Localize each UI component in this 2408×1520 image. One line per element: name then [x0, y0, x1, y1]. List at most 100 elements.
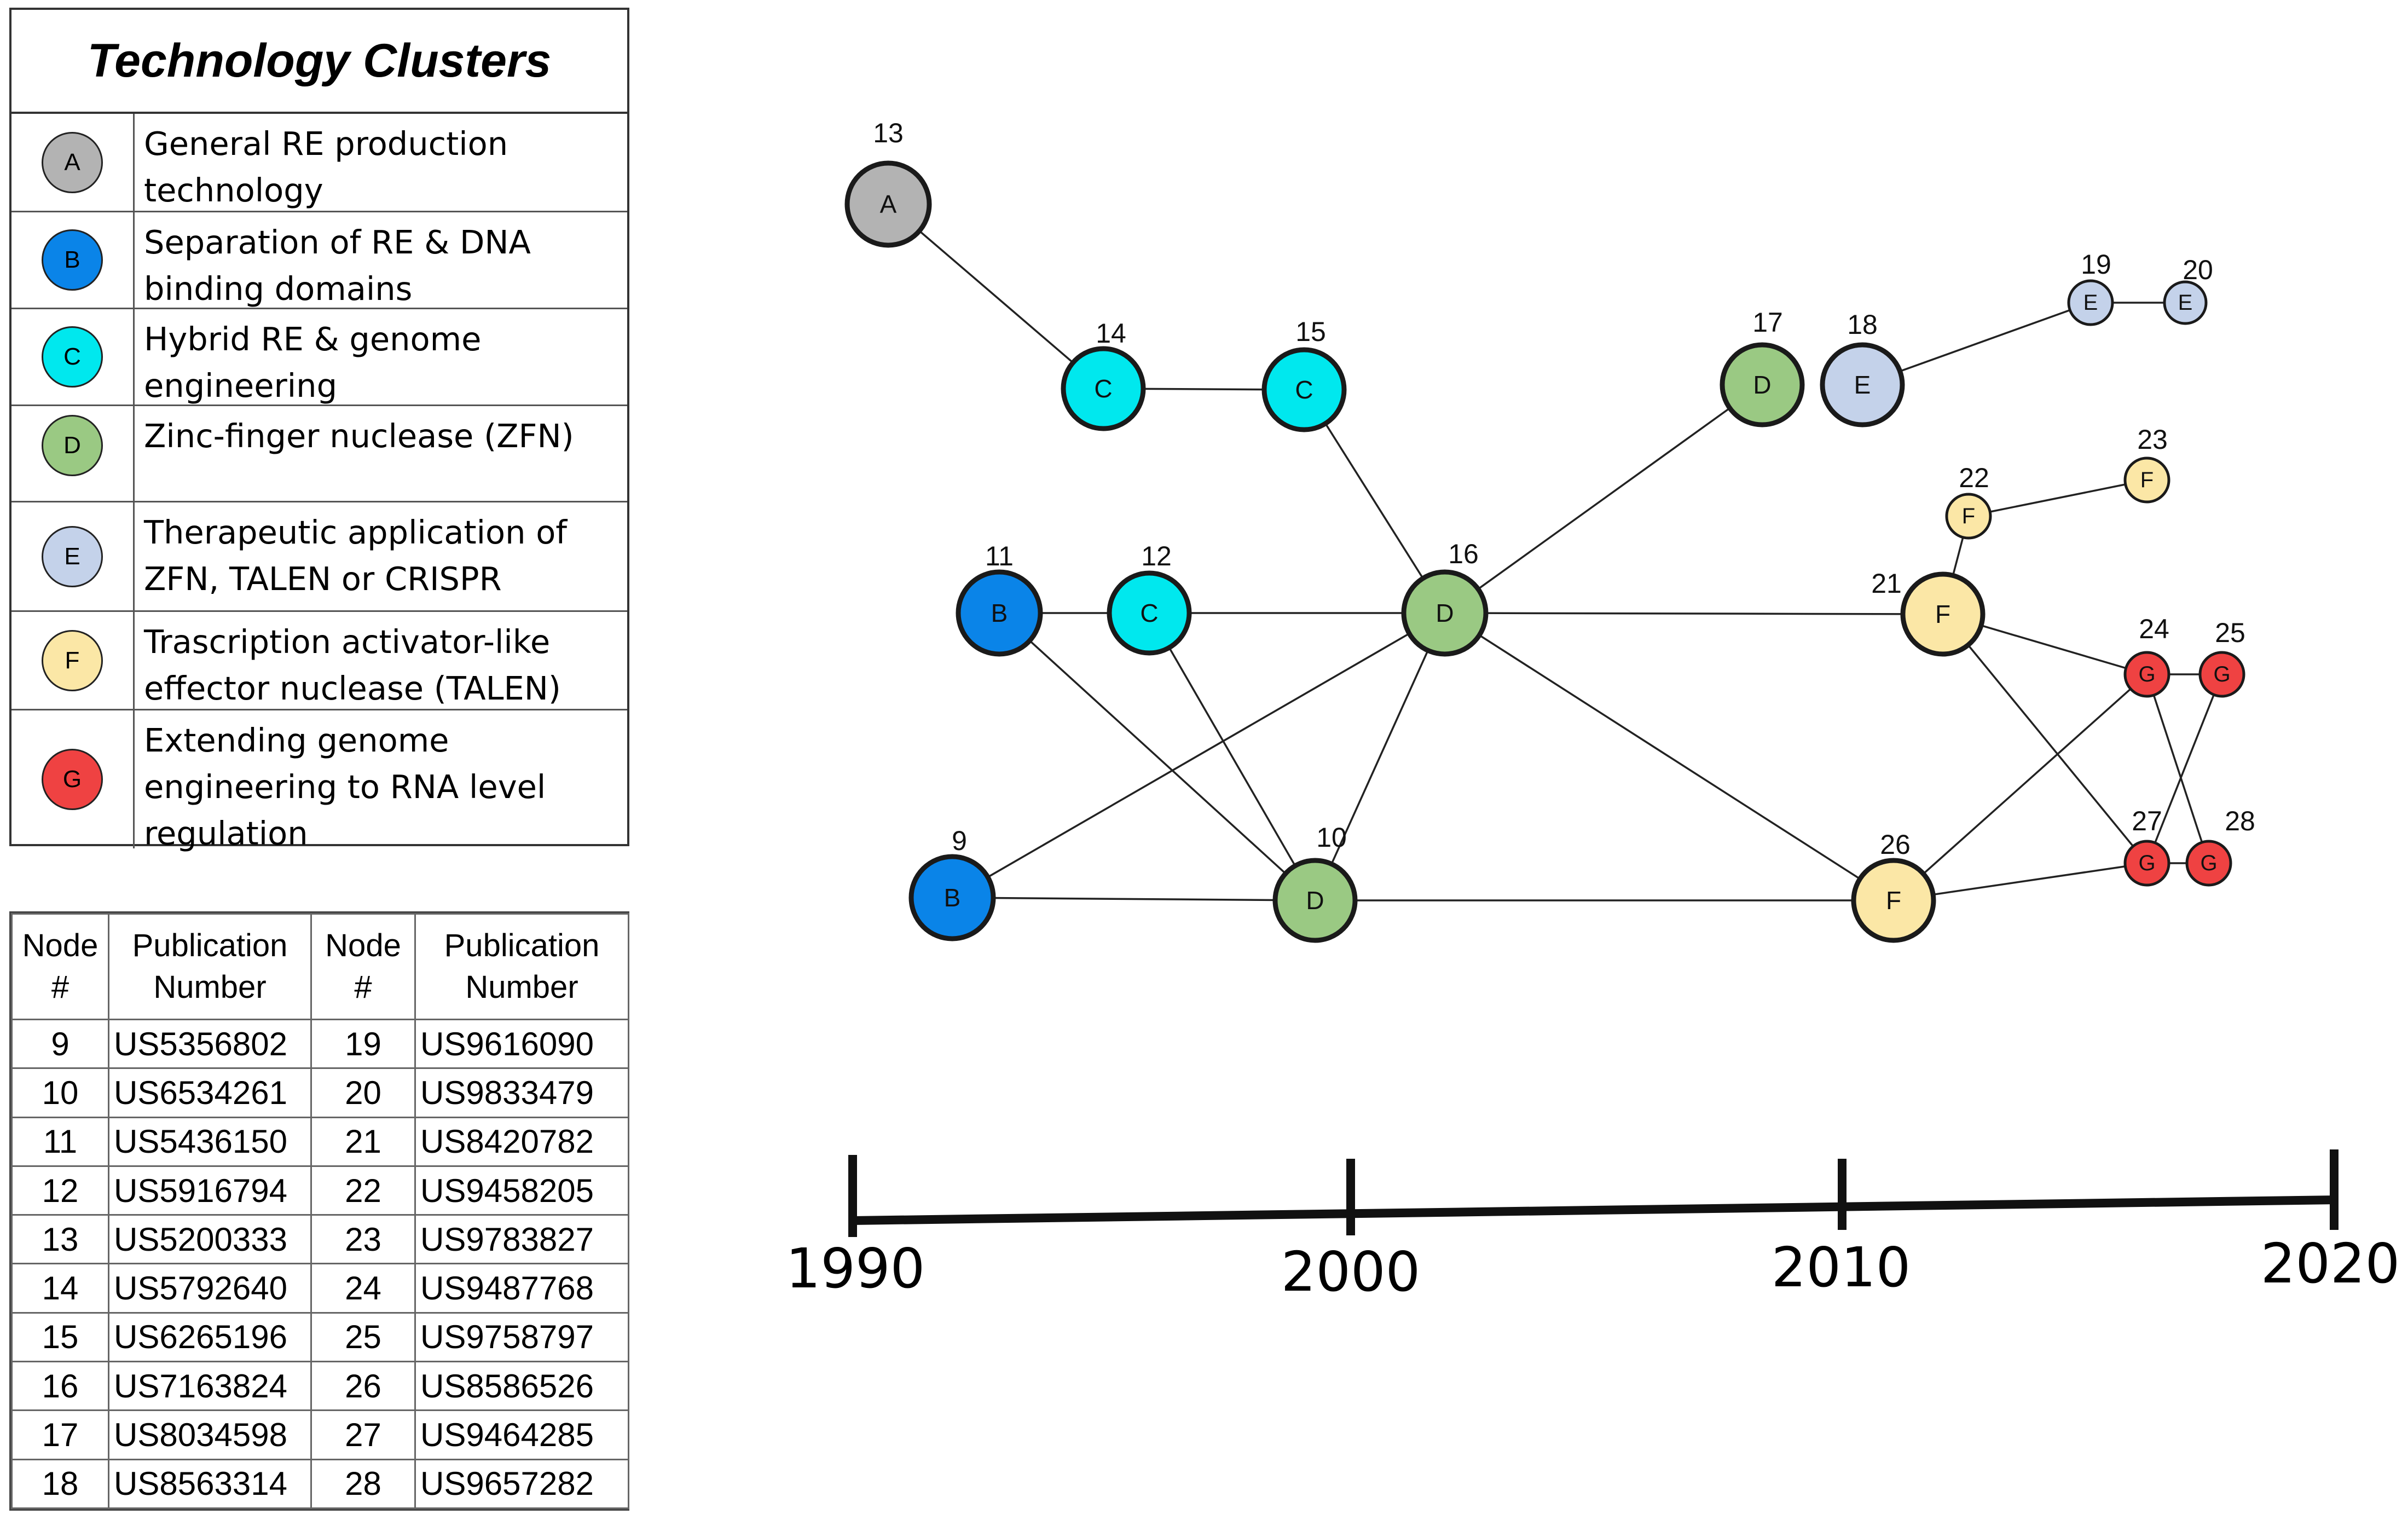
publication-number: US9783827: [414, 1214, 629, 1265]
legend-row-d: D Zinc-finger nuclease (ZFN): [11, 406, 627, 502]
legend-label-line: technology: [144, 171, 323, 209]
node-number-label: 12: [1141, 541, 1172, 571]
node-cluster-letter: B: [991, 599, 1008, 627]
node-cluster-letter: A: [880, 190, 897, 218]
edge-24-28: [2146, 674, 2210, 864]
node-number-label: 10: [1316, 822, 1347, 853]
node-cluster-letter: F: [1962, 504, 1975, 528]
node-21: F 21: [1871, 568, 1986, 657]
node-number: 23: [310, 1214, 416, 1265]
node-13: A 13: [844, 118, 932, 248]
node-number: 19: [310, 1018, 416, 1070]
node-cluster-letter: G: [2200, 851, 2217, 875]
node-cluster-letter: C: [1140, 599, 1158, 627]
legend-label: Trascription activator-like effector nucl…: [144, 619, 617, 712]
edge-21-27: [1942, 613, 2148, 864]
technology-clusters-legend: Technology Clusters A General RE producti…: [9, 8, 629, 852]
legend-icon-cell: A: [11, 114, 135, 211]
legend-icon-cell: E: [11, 502, 135, 610]
node-10: D 10: [1272, 822, 1358, 943]
publication-number: US5916794: [108, 1165, 312, 1216]
cluster-f-icon: F: [42, 629, 103, 691]
legend-label-line: engineering to RNA level: [144, 768, 546, 806]
node-number-label: 27: [2132, 806, 2162, 836]
node-16: D 16: [1401, 539, 1489, 657]
node-circle: [2185, 840, 2232, 887]
publication-number: US9464285: [414, 1409, 629, 1460]
node-cluster-letter: G: [2213, 662, 2230, 686]
edge-25-27: [2146, 674, 2223, 864]
node-number-label: 13: [873, 118, 904, 148]
legend-label: Hybrid RE & genome engineering: [144, 316, 617, 409]
cluster-a-icon: A: [42, 131, 103, 193]
node-number: 18: [11, 1458, 109, 1510]
node-header-left: Node #: [11, 913, 109, 1020]
legend-label-line: effector nuclease (TALEN): [144, 669, 561, 707]
node-cluster-letter: C: [1094, 374, 1112, 403]
legend-label-line: Hybrid RE & genome: [144, 320, 482, 358]
node-cluster-letter: C: [1295, 375, 1313, 404]
publication-number: US6534261: [108, 1067, 312, 1118]
node-cluster-letter: G: [2138, 662, 2155, 686]
publication-table-grid: Node # Publication Number Node # Publicatio…: [11, 913, 629, 1510]
legend-row-f: F Trascription activator-like effector nuc…: [11, 612, 627, 710]
publication-number: US8563314: [108, 1458, 312, 1510]
edge-24-26: [1892, 673, 2148, 901]
node-number: 11: [11, 1116, 109, 1167]
edge-16-26: [1444, 612, 1894, 901]
node-number-label: 22: [1959, 463, 1989, 493]
node-15: C 15: [1261, 316, 1347, 432]
node-number-label: 9: [952, 825, 967, 856]
table-row: 12 US5916794 22 US9458205: [11, 1165, 629, 1216]
node-cluster-letter: F: [2140, 468, 2154, 492]
node-cluster-letter: E: [2178, 291, 2193, 315]
edge-22-23: [1968, 479, 2147, 517]
node-circle: [1272, 858, 1358, 943]
node-number: 27: [310, 1409, 416, 1460]
cluster-d-icon: D: [42, 414, 103, 476]
node-circle: [1945, 493, 1992, 540]
node-circle: [2123, 456, 2170, 504]
node-number: 22: [310, 1165, 416, 1216]
publication-number: US5792640: [108, 1263, 312, 1314]
publication-number: US9458205: [414, 1165, 629, 1216]
table-header-row: Node # Publication Number Node # Publicatio…: [11, 913, 629, 1020]
publication-number: US5200333: [108, 1214, 312, 1265]
legend-row-g: G Extending genome engineering to RNA leve…: [11, 710, 627, 852]
publication-table: Node # Publication Number Node # Publicatio…: [9, 911, 629, 1511]
node-number-label: 21: [1871, 568, 1902, 599]
node-cluster-letter: F: [1935, 600, 1950, 628]
node-circle: [2123, 651, 2170, 698]
node-cluster-letter: E: [1854, 371, 1871, 399]
node-number: 9: [11, 1018, 109, 1070]
timeline: 1990 2000 2010 2020: [786, 1149, 2400, 1304]
legend-label-line: binding domains: [144, 270, 413, 308]
node-number-label: 26: [1880, 829, 1911, 860]
legend-label-line: engineering: [144, 367, 338, 404]
node-header-right: Node #: [310, 913, 416, 1020]
legend-title: Technology Clusters: [11, 10, 627, 114]
node-circle: [1851, 858, 1936, 943]
legend-row-a: A General RE production technology: [11, 114, 627, 212]
edge-11-10: [998, 612, 1316, 901]
node-number: 15: [11, 1311, 109, 1363]
node-17: D 17: [1720, 307, 1805, 427]
node-number: 24: [310, 1263, 416, 1314]
node-cluster-letter: D: [1435, 599, 1454, 627]
node-27: G 27: [2123, 806, 2170, 887]
legend-label: General RE production technology: [144, 120, 617, 213]
publication-number: US9758797: [414, 1311, 629, 1363]
node-number-label: 17: [1752, 307, 1783, 338]
node-12: C 12: [1107, 541, 1192, 656]
node-number-label: 20: [2183, 255, 2213, 285]
cluster-c-icon: C: [42, 326, 103, 388]
table-row: 17 US8034598 27 US9464285: [11, 1409, 629, 1460]
timeline-label-2010: 2010: [1772, 1235, 1911, 1299]
legend-label: Therapeutic application of ZFN, TALEN or …: [144, 509, 617, 602]
node-number-label: 24: [2139, 614, 2169, 644]
node-26: F 26: [1851, 829, 1936, 943]
legend-label: Extending genome engineering to RNA level…: [144, 717, 617, 857]
node-cluster-letter: D: [1753, 371, 1771, 399]
cluster-b-icon: B: [42, 229, 103, 291]
node-circle: [908, 854, 996, 941]
